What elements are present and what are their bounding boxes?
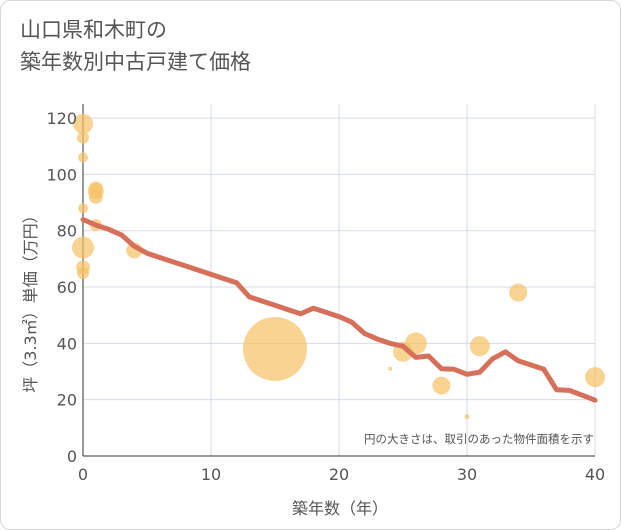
data-bubble [88, 189, 103, 204]
x-axis-label: 築年数（年） [292, 499, 388, 518]
y-axis-label: 坪（3.3㎡）単価（万円） [21, 207, 40, 392]
data-bubble [388, 366, 393, 371]
y-tick-label: 20 [57, 391, 77, 410]
chart-title-line1: 山口県和木町の [20, 18, 167, 42]
data-bubble [77, 266, 89, 279]
x-tick-label: 20 [329, 465, 349, 484]
grid [82, 104, 596, 457]
data-bubble [404, 332, 427, 355]
data-bubble [78, 203, 88, 214]
data-bubble [72, 236, 94, 259]
x-tick-label: 30 [457, 465, 477, 484]
size-annotation: 円の大きさは、取引のあった物件面積を示す [364, 432, 594, 446]
tick-labels: 0 10 20 30 40 0 20 40 60 80 100 120 [46, 109, 605, 484]
chart-title-line2: 築年数別中古戸建て価格 [20, 50, 251, 74]
chart-title: 山口県和木町の 築年数別中古戸建て価格 [20, 14, 251, 78]
data-bubble [432, 376, 451, 395]
y-tick-label: 40 [57, 334, 77, 353]
data-bubble [243, 316, 307, 381]
data-bubble [469, 336, 490, 357]
data-bubble [78, 152, 88, 163]
data-bubble [509, 283, 528, 302]
data-bubble [77, 131, 89, 144]
y-tick-label: 80 [57, 222, 77, 241]
y-tick-label: 60 [57, 278, 77, 297]
y-tick-label: 120 [46, 109, 77, 128]
data-bubble [585, 367, 605, 388]
y-tick-label: 100 [46, 165, 77, 184]
data-bubble [73, 113, 93, 134]
x-tick-label: 10 [201, 465, 221, 484]
trend-line [80, 217, 598, 403]
x-tick-label: 40 [585, 465, 605, 484]
bubbles [72, 113, 605, 420]
y-tick-label: 0 [67, 447, 77, 466]
x-tick-label: 0 [78, 465, 88, 484]
trend-line-layer [80, 217, 598, 403]
data-bubble [464, 414, 470, 420]
